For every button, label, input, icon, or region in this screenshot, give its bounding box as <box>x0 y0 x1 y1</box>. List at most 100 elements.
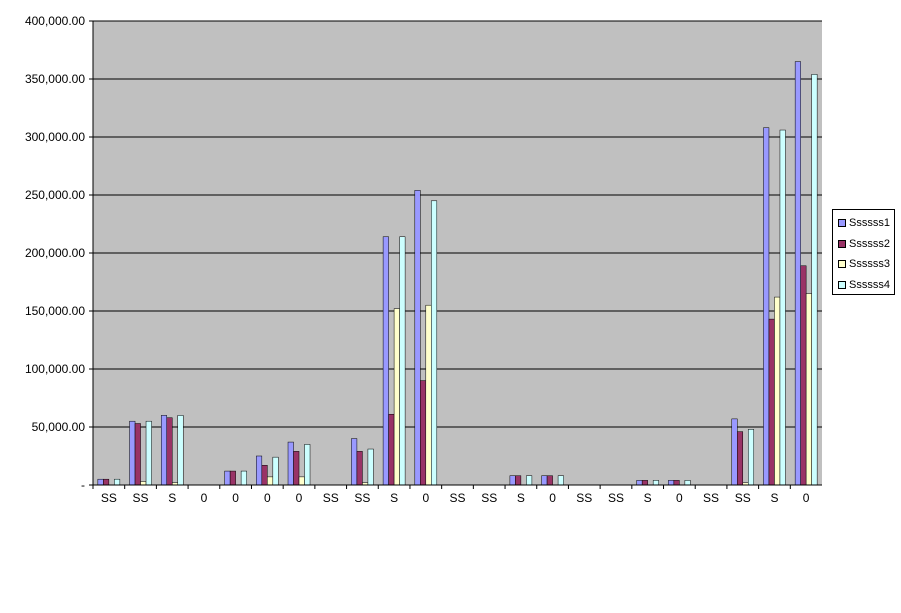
x-tick-label: S <box>770 491 778 505</box>
bar-1-2 <box>129 420 136 486</box>
x-axis-tick-labels: SS SS S 0 0 0 0 SS SS S 0 SS SS S 0 SS SS S 0 SS SS S 0 <box>101 491 810 505</box>
y-tick-label: 350,000.00 <box>25 72 85 86</box>
x-tick-label: S <box>517 491 525 505</box>
bar-3-22 <box>774 296 781 486</box>
x-tick-label: 0 <box>803 491 810 505</box>
bar-1-5 <box>224 470 231 486</box>
y-axis-tick-labels: - 50,000.00 100,000.00 150,000.00 200,000.00… <box>25 14 85 492</box>
bar-1-6 <box>256 455 263 486</box>
y-tick-label: 300,000.00 <box>25 130 85 144</box>
x-tick-label: 0 <box>422 491 429 505</box>
bar-1-14 <box>509 475 516 486</box>
bar-2-15 <box>546 475 553 486</box>
legend-swatch-series-2 <box>838 239 846 248</box>
bar-4-18 <box>652 480 659 486</box>
y-tick-label: 150,000.00 <box>25 304 85 318</box>
bar-3-2 <box>140 481 147 486</box>
bar-3-10 <box>393 308 400 486</box>
bar-4-5 <box>240 470 247 486</box>
bar-3-23 <box>805 293 812 486</box>
bar-3-11 <box>425 304 432 486</box>
x-tick-label: S <box>644 491 652 505</box>
bar-1-23 <box>794 61 801 486</box>
bar-4-10 <box>399 236 406 486</box>
x-tick-label: SS <box>576 491 592 505</box>
legend-label-series-3: Ssssss3 <box>849 258 890 271</box>
bar-2-7 <box>293 451 300 486</box>
y-tick-label: 200,000.00 <box>25 246 85 260</box>
legend-swatch-series-1 <box>838 219 846 228</box>
x-tick-label: 0 <box>201 491 208 505</box>
bar-4-14 <box>526 475 533 486</box>
legend: Ssssss1 Ssssss2 Ssssss3 Ssssss4 <box>832 209 895 295</box>
legend-swatch-series-3 <box>838 260 846 269</box>
bar-4-22 <box>779 129 786 486</box>
x-tick-label: SS <box>703 491 719 505</box>
bar-2-22 <box>768 318 775 486</box>
bar-2-19 <box>673 480 680 486</box>
bar-1-1 <box>97 478 104 486</box>
x-tick-label: S <box>168 491 176 505</box>
bar-4-9 <box>367 448 374 486</box>
bar-2-18 <box>641 480 648 486</box>
bar-1-18 <box>636 480 643 486</box>
bar-4-21 <box>748 429 755 486</box>
legend-label-series-4: Ssssss4 <box>849 278 890 291</box>
legend-swatch-series-4 <box>838 280 846 289</box>
bar-4-19 <box>684 480 691 486</box>
legend-label-series-1: Ssssss1 <box>849 217 890 230</box>
axes <box>92 21 822 486</box>
gridlines <box>89 20 822 489</box>
x-tick-label: SS <box>133 491 149 505</box>
legend-item-series-1: Ssssss1 <box>838 213 894 234</box>
bar-4-15 <box>557 475 564 486</box>
bar-2-6 <box>261 465 268 486</box>
legend-item-series-3: Ssssss3 <box>838 254 894 275</box>
bar-3-6 <box>267 476 274 486</box>
bar-1-9 <box>351 438 358 486</box>
x-tick-label: 0 <box>296 491 303 505</box>
bar-2-3 <box>166 417 173 486</box>
legend-item-series-4: Ssssss4 <box>838 275 894 296</box>
x-tick-label: 0 <box>549 491 556 505</box>
bar-4-7 <box>304 444 311 486</box>
bar-4-2 <box>145 420 152 486</box>
bar-2-2 <box>134 423 141 486</box>
legend-label-series-2: Ssssss2 <box>849 237 890 250</box>
bar-2-5 <box>229 470 236 486</box>
bar-1-15 <box>541 475 548 486</box>
bar-4-3 <box>177 415 184 486</box>
x-tick-label: SS <box>323 491 339 505</box>
legend-item-series-2: Ssssss2 <box>838 234 894 255</box>
bar-1-7 <box>287 441 294 486</box>
x-tick-label: SS <box>735 491 751 505</box>
bar-1-19 <box>668 480 675 486</box>
x-tick-label: SS <box>354 491 370 505</box>
x-tick-label: 0 <box>264 491 271 505</box>
bar-2-14 <box>515 475 522 486</box>
y-tick-label: 50,000.00 <box>32 420 86 434</box>
bar-1-11 <box>414 190 421 486</box>
bar-2-9 <box>356 451 363 486</box>
bar-1-22 <box>763 127 770 486</box>
y-tick-label: 250,000.00 <box>25 188 85 202</box>
x-tick-label: SS <box>101 491 117 505</box>
bar-2-11 <box>420 380 427 486</box>
bar-1-10 <box>382 236 389 486</box>
x-tick-label: SS <box>449 491 465 505</box>
y-tick-label: - <box>81 478 85 492</box>
bar-4-1 <box>114 478 121 486</box>
x-tick-label: 0 <box>676 491 683 505</box>
x-tick-label: SS <box>481 491 497 505</box>
bar-3-7 <box>298 476 305 486</box>
y-tick-label: 400,000.00 <box>25 14 85 28</box>
bar-4-11 <box>431 200 438 486</box>
bar-1-21 <box>731 418 738 486</box>
bar-2-1 <box>103 478 110 486</box>
bar-2-21 <box>737 431 744 486</box>
bar-1-3 <box>160 415 167 486</box>
x-tick-label: S <box>390 491 398 505</box>
bar-4-23 <box>811 74 818 486</box>
y-tick-label: 100,000.00 <box>25 362 85 376</box>
